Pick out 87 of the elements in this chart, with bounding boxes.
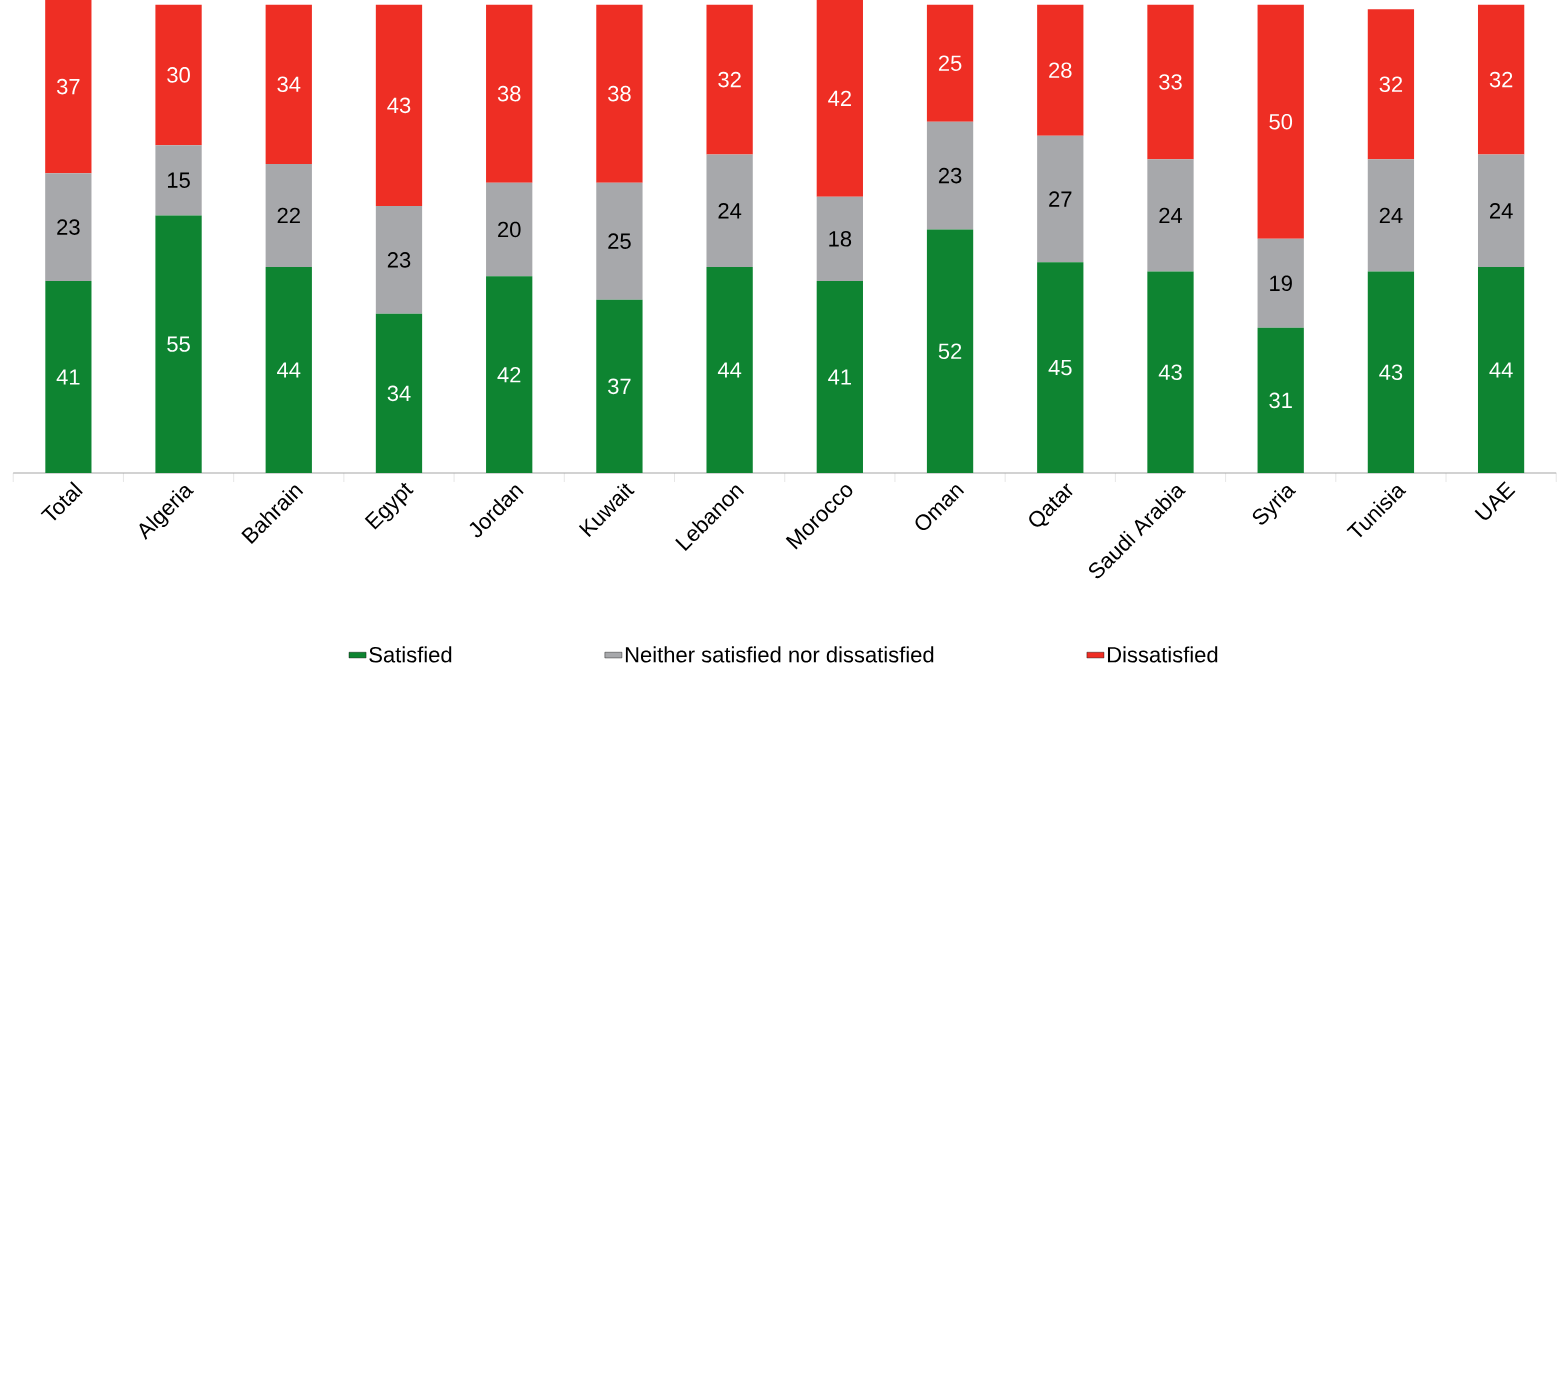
data-label: 55 [167,336,190,352]
bar [1037,135,1084,263]
data-label: 24 [1490,203,1513,219]
bar [926,4,974,122]
bar [706,154,753,267]
bar [486,276,533,474]
data-label: 43 [387,97,411,114]
bar [596,182,643,300]
data-label: 31 [1269,392,1292,409]
bar [1037,262,1084,474]
data-label: 43 [1379,364,1403,381]
data-label: 34 [387,385,411,402]
data-label: 38 [497,85,521,102]
bar [1037,4,1084,136]
data-label: 32 [1489,71,1513,88]
data-label: 38 [608,85,631,102]
data-label: 24 [1379,207,1403,224]
bar [486,4,533,183]
data-label: 15 [167,172,190,189]
legend-label: Neither satisfied nor dissatisfied [625,646,934,663]
data-label: 24 [1159,207,1183,224]
bar [45,173,92,282]
data-label: 45 [1048,359,1072,376]
data-label: 42 [828,90,851,107]
bar [926,229,974,474]
bar [1147,271,1194,474]
bar [265,266,312,474]
bar [1477,266,1525,474]
bar [706,4,753,155]
data-label: 20 [498,221,521,238]
data-label: 43 [1158,364,1182,381]
bar [1257,327,1304,474]
legend-label: Satisfied [369,646,452,663]
bar [816,196,863,282]
legend-label: Dissatisfied [1107,646,1218,663]
data-label: 23 [387,252,411,268]
data-label: 30 [167,67,190,83]
bar [1367,271,1415,474]
data-label: 37 [608,378,631,395]
bar [1147,159,1194,272]
data-label: 24 [718,203,742,219]
data-label: 19 [1270,275,1292,292]
bar [155,145,202,216]
bar [265,4,312,164]
bar [926,121,974,230]
data-label: 44 [717,362,742,378]
data-label: 52 [938,343,962,360]
data-label: 32 [718,71,741,88]
data-label: 44 [277,362,301,378]
data-label: 41 [56,369,80,385]
data-label: 41 [828,369,851,385]
bar [596,299,643,474]
data-label: 37 [56,78,80,95]
bar [265,163,312,267]
bar [486,182,533,277]
bar [1257,4,1304,239]
data-label: 23 [938,167,962,184]
bar [1257,238,1304,328]
data-label: 50 [1269,113,1293,130]
bar [596,4,643,183]
bar [375,4,423,207]
data-label: 22 [277,207,300,224]
bar [375,313,423,474]
bar [1367,159,1415,272]
bar [45,281,92,474]
data-label: 25 [938,55,962,72]
data-label: 28 [1049,62,1072,79]
data-label: 27 [1049,191,1072,207]
bar [375,206,423,314]
data-label: 33 [1159,74,1182,90]
bar [155,215,202,474]
bar [1367,9,1415,160]
bar [45,0,92,174]
bar [1147,4,1194,160]
bar [706,266,753,474]
data-label: 23 [57,219,80,235]
bar [816,0,863,197]
data-label: 32 [1379,76,1403,93]
bar [155,4,202,146]
data-label: 44 [1489,362,1513,378]
data-label: 18 [829,231,852,247]
data-label: 25 [608,233,631,249]
bar [1477,4,1525,155]
bar [816,281,863,474]
data-label: 34 [277,76,301,93]
data-label: 42 [497,366,521,383]
bar [1477,154,1525,267]
